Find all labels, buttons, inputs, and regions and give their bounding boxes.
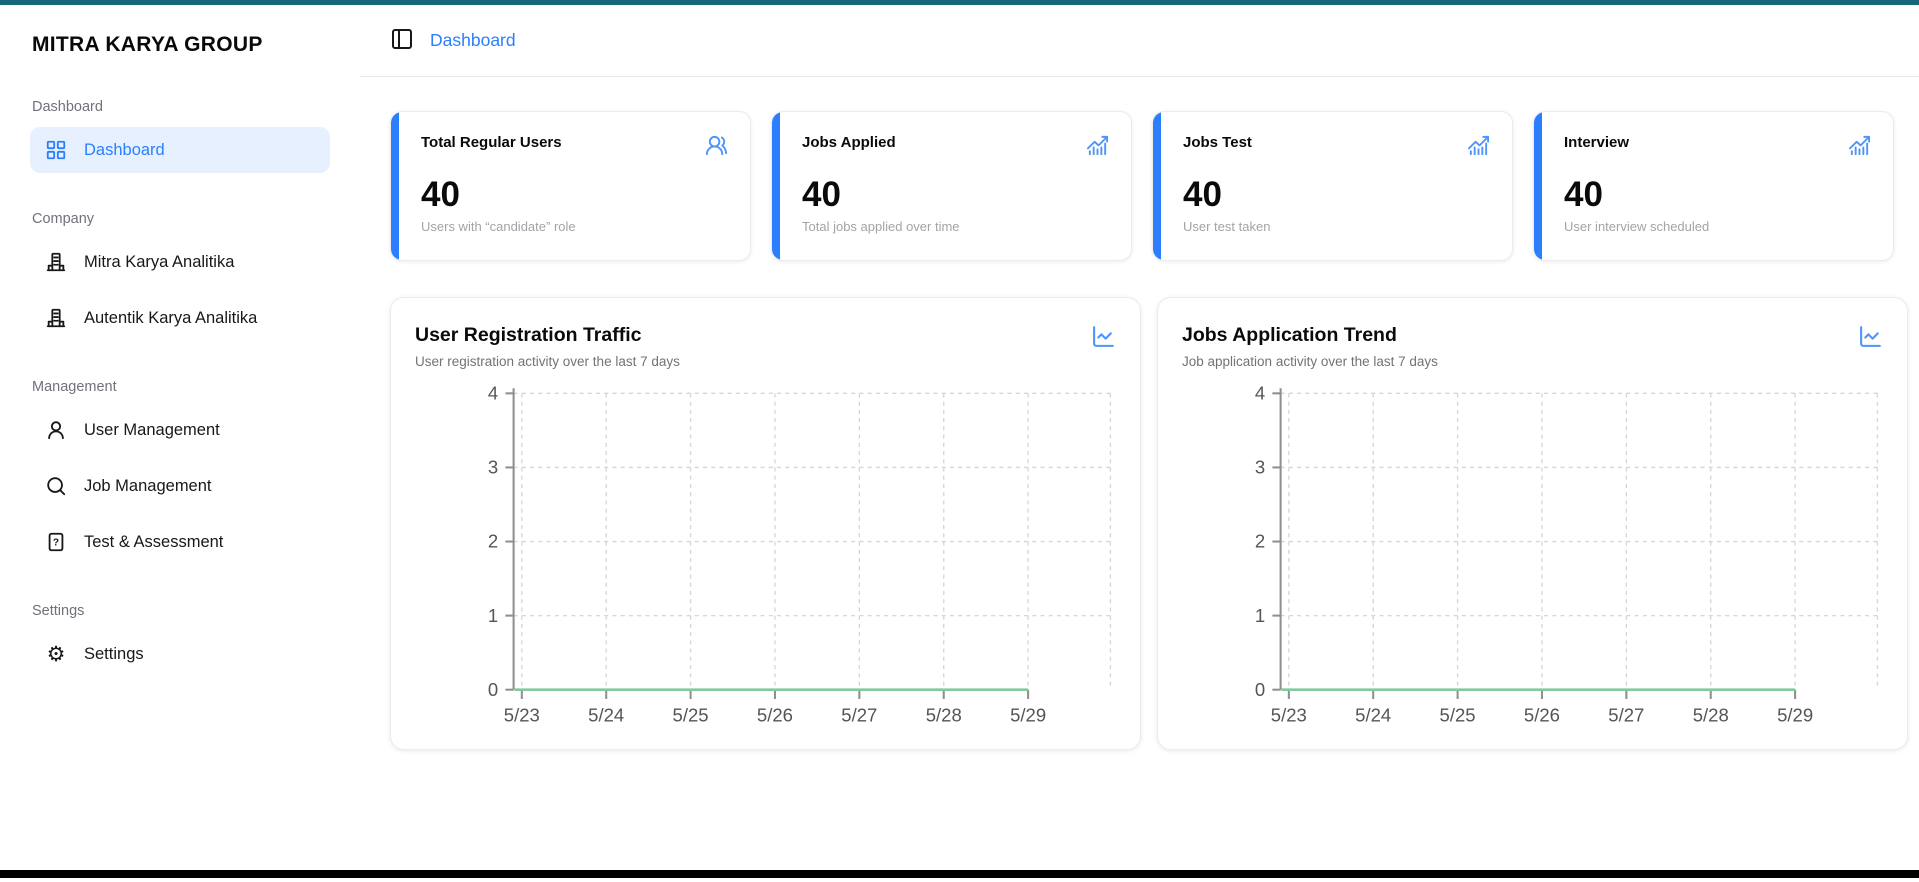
- x-tick-label: 5/24: [1355, 705, 1391, 726]
- page-title: Dashboard: [430, 30, 516, 50]
- gear-icon: ⚙: [46, 642, 66, 666]
- stats-row: Total Regular Users 40 Users with “candi…: [390, 111, 1894, 261]
- card-accent-bar: [1153, 112, 1161, 260]
- y-tick-label: 0: [1255, 679, 1265, 700]
- sidebar-item-test-assessment[interactable]: ? Test & Assessment: [30, 519, 330, 565]
- charts-row: User Registration Traffic User registrat…: [390, 297, 1908, 750]
- chart-bars-trend-icon: [1467, 134, 1490, 162]
- y-tick-label: 1: [1255, 605, 1265, 626]
- stat-title: Jobs Applied: [802, 134, 896, 151]
- stat-title: Interview: [1564, 134, 1630, 151]
- x-tick-label: 5/26: [757, 705, 793, 726]
- sidebar-item-label: Autentik Karya Analitika: [84, 308, 258, 327]
- stat-title: Jobs Test: [1183, 134, 1252, 151]
- top-accent-bar: [0, 0, 1919, 5]
- sidebar-item-mitra-karya-analitika[interactable]: Mitra Karya Analitika: [30, 239, 330, 285]
- stat-card-jobs-applied: Jobs Applied 40 Total jobs applied over …: [771, 111, 1132, 261]
- stat-subtitle: Total jobs applied over time: [802, 219, 960, 234]
- x-tick-label: 5/29: [1010, 705, 1046, 726]
- x-tick-label: 5/23: [504, 705, 540, 726]
- file-question-icon: ?: [44, 530, 68, 554]
- stat-card-interview: Interview 40 User interview scheduled: [1533, 111, 1894, 261]
- y-tick-label: 2: [488, 531, 498, 552]
- chart-subtitle: Job application activity over the last 7…: [1182, 354, 1438, 369]
- page-header: Dashboard: [360, 5, 1919, 77]
- sidebar-item-label: User Management: [84, 420, 220, 439]
- stat-value: 40: [1564, 175, 1603, 214]
- stat-value: 40: [421, 175, 460, 214]
- building-icon: [44, 250, 68, 274]
- line-chart-user-registration: 4 3 2 1 0 5/23 5/24 5/25 5/26 5/27: [488, 383, 1112, 726]
- chart-subtitle: User registration activity over the last…: [415, 354, 680, 369]
- sidebar-item-autentik-karya-analitika[interactable]: Autentik Karya Analitika: [30, 295, 330, 341]
- dashboard-content: Total Regular Users 40 Users with “candi…: [360, 77, 1919, 750]
- y-tick-label: 4: [1255, 383, 1265, 404]
- card-accent-bar: [1534, 112, 1542, 260]
- chart-title: User Registration Traffic: [415, 324, 642, 346]
- chart-line-icon: [1091, 324, 1116, 354]
- sidebar-item-label: Job Management: [84, 476, 212, 495]
- x-tick-label: 5/26: [1524, 705, 1560, 726]
- nav-section-label-management: Management: [32, 379, 117, 395]
- x-tick-label: 5/25: [673, 705, 709, 726]
- x-tick-label: 5/25: [1440, 705, 1476, 726]
- nav-section-label-dashboard: Dashboard: [32, 99, 103, 115]
- search-icon: [44, 474, 68, 498]
- y-tick-label: 3: [1255, 457, 1265, 478]
- stat-subtitle: User interview scheduled: [1564, 219, 1710, 234]
- nav-section-label-company: Company: [32, 211, 95, 227]
- sidebar-item-settings[interactable]: ⚙ Settings: [30, 631, 330, 677]
- stat-title: Total Regular Users: [421, 134, 562, 151]
- sidebar-item-job-management[interactable]: Job Management: [30, 463, 330, 509]
- bottom-black-bar: [0, 870, 1919, 878]
- x-tick-label: 5/28: [1693, 705, 1729, 726]
- app-title: MITRA KARYA GROUP: [32, 33, 263, 56]
- sidebar: MITRA KARYA GROUP Dashboard Dashboard Co…: [0, 5, 360, 882]
- stat-value: 40: [802, 175, 841, 214]
- x-tick-label: 5/28: [926, 705, 962, 726]
- stat-value: 40: [1183, 175, 1222, 214]
- y-tick-label: 4: [488, 383, 498, 404]
- sidebar-item-label: Dashboard: [84, 140, 165, 159]
- y-tick-label: 3: [488, 457, 498, 478]
- svg-text:?: ?: [53, 538, 59, 549]
- chart-line-icon: [1858, 324, 1883, 354]
- x-tick-label: 5/23: [1271, 705, 1307, 726]
- card-accent-bar: [772, 112, 780, 260]
- y-tick-label: 1: [488, 605, 498, 626]
- y-tick-label: 0: [488, 679, 498, 700]
- nav-section-label-settings: Settings: [32, 603, 85, 619]
- x-tick-label: 5/29: [1777, 705, 1813, 726]
- sidebar-toggle-button[interactable]: [390, 27, 414, 54]
- chart-bars-trend-icon: [1086, 134, 1109, 162]
- stat-subtitle: User test taken: [1183, 219, 1271, 234]
- chart-title: Jobs Application Trend: [1182, 324, 1397, 346]
- layout-grid-icon: [44, 138, 68, 162]
- x-tick-label: 5/24: [588, 705, 624, 726]
- chart-card-jobs-application-trend: Jobs Application Trend Job application a…: [1157, 297, 1908, 750]
- chart-bars-trend-icon: [1848, 134, 1871, 162]
- stat-card-total-regular-users: Total Regular Users 40 Users with “candi…: [390, 111, 751, 261]
- sidebar-item-dashboard[interactable]: Dashboard: [30, 127, 330, 173]
- stat-card-jobs-test: Jobs Test 40 User test taken: [1152, 111, 1513, 261]
- panel-left-icon: [390, 27, 414, 54]
- y-tick-label: 2: [1255, 531, 1265, 552]
- line-chart-jobs-application: 4 3 2 1 0 5/23 5/24 5/25 5/26 5/27: [1255, 383, 1879, 726]
- chart-card-user-registration-traffic: User Registration Traffic User registrat…: [390, 297, 1141, 750]
- stat-subtitle: Users with “candidate” role: [421, 219, 576, 234]
- sidebar-item-label: Mitra Karya Analitika: [84, 252, 235, 271]
- user-icon: [44, 418, 68, 442]
- sidebar-item-label: Test & Assessment: [84, 532, 224, 551]
- main-area: Dashboard Total Regular Users: [360, 5, 1919, 882]
- sidebar-item-label: Settings: [84, 644, 144, 663]
- building-icon: [44, 306, 68, 330]
- card-accent-bar: [391, 112, 399, 260]
- users-icon: [705, 134, 728, 162]
- sidebar-item-user-management[interactable]: User Management: [30, 407, 330, 453]
- x-tick-label: 5/27: [841, 705, 877, 726]
- x-tick-label: 5/27: [1608, 705, 1644, 726]
